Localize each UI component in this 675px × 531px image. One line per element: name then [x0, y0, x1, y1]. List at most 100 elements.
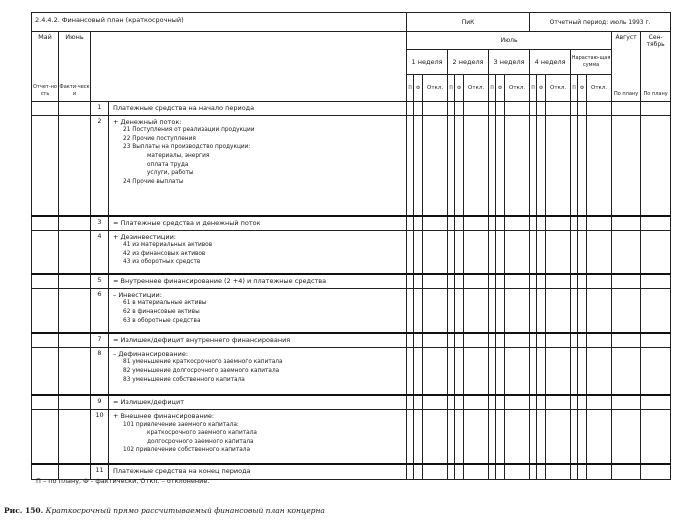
value-cell [570, 332, 579, 348]
value-cell [504, 287, 531, 334]
table-row: 5 = Внутреннее финансирование (2 +4) и пл… [31, 273, 672, 289]
description-line: = Излишек/дефицит [113, 398, 184, 407]
value-cell [570, 215, 579, 231]
subcol-header: Откл. [504, 74, 531, 102]
description-line: 21 Поступления от реализации продукции [123, 127, 255, 134]
value-cell [406, 273, 415, 289]
description-line: 43 из оборотных средств [123, 259, 201, 266]
table-row: 9 = Излишек/дефицит [31, 394, 672, 410]
may-cell [31, 408, 59, 465]
value-cell [488, 463, 497, 480]
description-line: 101 привлечение заемного капитала: [123, 421, 239, 428]
may-cell [31, 346, 59, 396]
value-cell [495, 332, 506, 348]
value-cell [422, 215, 449, 231]
description-line: услуги, работы [147, 170, 194, 177]
subcol-header: Ф [413, 74, 424, 102]
value-cell [447, 229, 456, 275]
value-cell [545, 287, 572, 334]
description-line: 22 Прочие поступления [123, 135, 196, 142]
table-row: 3 = Платежные средства и денежный поток [31, 215, 672, 231]
value-cell [640, 114, 672, 217]
table-row: 4 + Дезинвестиции: 41 из материальных акти… [31, 229, 672, 275]
value-cell [454, 101, 465, 116]
value-cell [495, 215, 506, 231]
value-cell [611, 101, 642, 116]
description-line: = Внутреннее финансирование (2 +4) и пла… [113, 277, 327, 286]
value-cell [577, 215, 588, 231]
value-cell [495, 287, 506, 334]
value-cell [529, 101, 538, 116]
row-description: + Внешнее финансирование: 101 привлечение… [107, 408, 408, 465]
value-cell [586, 463, 613, 480]
value-cell [504, 394, 531, 410]
june-cell [58, 101, 91, 116]
value-cell [586, 229, 613, 275]
value-cell [454, 229, 465, 275]
may-cell [31, 394, 59, 410]
subcol-header: Откл. [545, 74, 572, 102]
value-cell [406, 114, 415, 217]
row-description: Платежные средства на конец периода [107, 463, 408, 480]
description-line: 41 из материальных активов [123, 242, 213, 249]
value-cell [447, 273, 456, 289]
row-description: Платежные средства на начало периода [107, 101, 408, 116]
value-cell [422, 101, 449, 116]
value-cell [413, 101, 424, 116]
value-cell [406, 463, 415, 480]
june-cell [58, 408, 91, 465]
value-cell [463, 394, 490, 410]
june-cell [58, 273, 91, 289]
value-cell [447, 215, 456, 231]
value-cell [447, 114, 456, 217]
value-cell [611, 229, 642, 275]
value-cell [536, 229, 547, 275]
value-cell [570, 287, 579, 334]
june-cell [58, 114, 91, 217]
figure-caption: Рис. 150. Краткосрочный прямо рассчитыва… [4, 506, 325, 515]
value-cell [545, 463, 572, 480]
value-cell [454, 215, 465, 231]
value-cell [536, 215, 547, 231]
value-cell [488, 408, 497, 465]
value-cell [545, 346, 572, 396]
value-cell [422, 463, 449, 480]
august-header: Август По плану [611, 31, 642, 102]
june-cell [58, 215, 91, 231]
september-header: Сен-тябрь По плану [640, 31, 672, 102]
value-cell [413, 394, 424, 410]
subcol-header: П [406, 74, 415, 102]
value-cell [529, 273, 538, 289]
value-cell [640, 346, 672, 396]
value-cell [611, 273, 642, 289]
description-line: – Инвестиции: [113, 290, 162, 299]
description-line: 82 уменьшение долгосрочного заемного кап… [123, 368, 280, 375]
value-cell [454, 114, 465, 217]
value-cell [611, 215, 642, 231]
value-cell [536, 346, 547, 396]
value-cell [488, 346, 497, 396]
financial-plan-table: 2.4.4.2. Финансовый план (краткосрочный)… [30, 12, 672, 480]
june-cell [58, 394, 91, 410]
value-cell [495, 408, 506, 465]
value-cell [504, 114, 531, 217]
value-cell [504, 229, 531, 275]
value-cell [454, 394, 465, 410]
value-cell [577, 229, 588, 275]
value-cell [454, 332, 465, 348]
description-line: + Дезинвестиции: [113, 232, 176, 241]
value-cell [640, 101, 672, 116]
table-row: 10 + Внешнее финансирование: 101 привлечен… [31, 408, 672, 465]
value-cell [570, 101, 579, 116]
value-cell [611, 332, 642, 348]
row-number: 1 [90, 101, 109, 116]
value-cell [504, 215, 531, 231]
row-description: + Дезинвестиции: 41 из материальных актив… [107, 229, 408, 275]
value-cell [529, 408, 538, 465]
row-description: = Излишек/дефицит [107, 394, 408, 410]
value-cell [536, 101, 547, 116]
value-cell [640, 394, 672, 410]
value-cell [586, 114, 613, 217]
description-line: + Денежный поток: [113, 117, 182, 126]
row-description: = Излишек/дефицит внутреннего финансиров… [107, 332, 408, 348]
